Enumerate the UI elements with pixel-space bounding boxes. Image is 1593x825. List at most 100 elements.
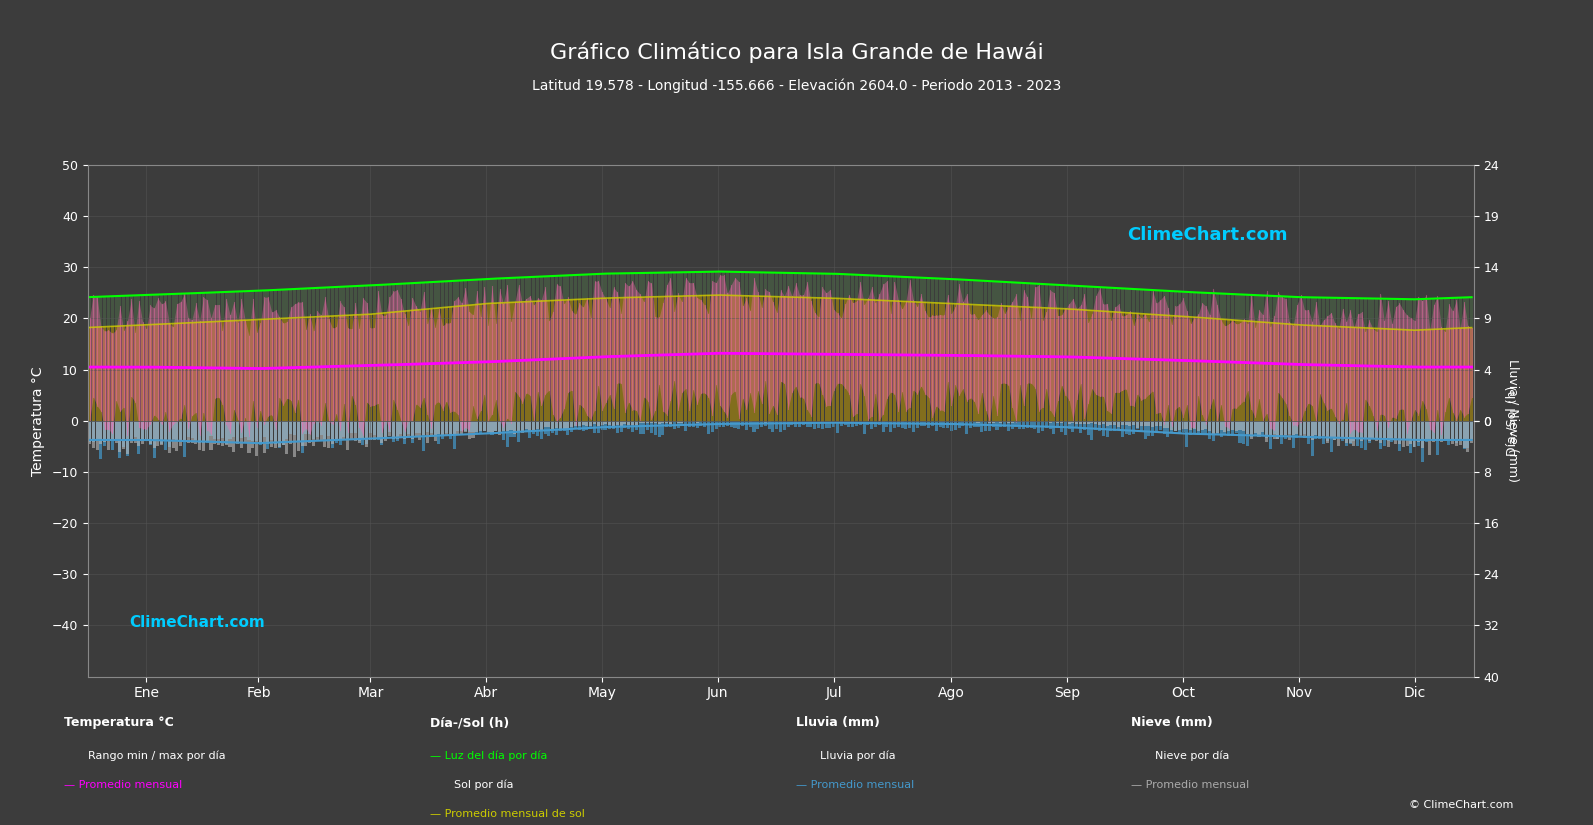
Bar bbox=[1319, 421, 1321, 439]
Bar bbox=[1158, 421, 1161, 427]
Bar bbox=[623, 421, 626, 424]
Bar bbox=[145, 325, 148, 421]
Bar bbox=[487, 279, 489, 304]
Bar bbox=[911, 421, 914, 431]
Bar bbox=[1152, 290, 1155, 314]
Bar bbox=[722, 421, 725, 427]
Bar bbox=[1102, 421, 1106, 424]
Bar bbox=[1029, 421, 1032, 422]
Bar bbox=[593, 274, 596, 299]
Bar bbox=[365, 285, 368, 314]
Bar bbox=[661, 421, 664, 435]
Bar bbox=[1364, 299, 1367, 328]
Bar bbox=[164, 295, 167, 324]
Bar bbox=[589, 421, 593, 429]
Bar bbox=[282, 421, 285, 446]
Bar bbox=[820, 421, 824, 422]
Bar bbox=[1344, 298, 1348, 327]
Bar bbox=[1166, 291, 1169, 315]
Bar bbox=[977, 280, 980, 304]
Bar bbox=[798, 297, 801, 421]
Bar bbox=[1223, 294, 1227, 319]
Bar bbox=[320, 421, 323, 435]
Bar bbox=[548, 421, 551, 436]
Bar bbox=[996, 305, 999, 421]
Bar bbox=[1421, 421, 1424, 448]
Bar bbox=[597, 299, 601, 421]
Bar bbox=[1075, 421, 1078, 424]
Bar bbox=[510, 278, 513, 303]
Bar bbox=[532, 301, 535, 421]
Bar bbox=[290, 421, 292, 434]
Bar bbox=[354, 315, 357, 421]
Bar bbox=[1367, 421, 1370, 441]
Bar bbox=[1034, 284, 1037, 308]
Bar bbox=[710, 421, 714, 432]
Bar bbox=[639, 297, 642, 421]
Bar bbox=[715, 421, 717, 429]
Bar bbox=[980, 421, 983, 432]
Bar bbox=[112, 327, 113, 421]
Bar bbox=[949, 279, 953, 304]
Bar bbox=[194, 421, 198, 440]
Bar bbox=[339, 421, 341, 446]
Bar bbox=[293, 421, 296, 457]
Bar bbox=[1273, 421, 1276, 439]
Bar bbox=[1295, 325, 1298, 421]
Bar bbox=[153, 421, 156, 458]
Bar bbox=[1330, 421, 1333, 451]
Bar bbox=[875, 300, 878, 421]
Bar bbox=[521, 421, 524, 431]
Bar bbox=[456, 421, 459, 431]
Bar bbox=[1322, 326, 1325, 421]
Bar bbox=[419, 421, 422, 440]
Bar bbox=[1416, 421, 1419, 446]
Bar bbox=[919, 421, 922, 427]
Bar bbox=[156, 421, 159, 446]
Bar bbox=[548, 300, 551, 421]
Bar bbox=[425, 309, 429, 421]
Bar bbox=[733, 421, 736, 428]
Bar bbox=[400, 284, 403, 311]
Bar bbox=[315, 288, 319, 317]
Bar bbox=[479, 421, 483, 431]
Bar bbox=[1235, 421, 1238, 431]
Bar bbox=[1325, 421, 1329, 443]
Bar bbox=[1207, 293, 1211, 318]
Bar bbox=[1265, 421, 1268, 438]
Bar bbox=[1360, 421, 1364, 448]
Bar bbox=[123, 421, 126, 449]
Bar bbox=[205, 421, 209, 442]
Bar bbox=[1322, 421, 1325, 444]
Bar bbox=[1155, 421, 1158, 431]
Bar bbox=[1319, 298, 1321, 326]
Bar bbox=[88, 328, 91, 421]
Bar bbox=[1470, 297, 1474, 328]
Bar bbox=[1139, 421, 1142, 431]
Bar bbox=[677, 421, 680, 428]
Bar bbox=[376, 285, 379, 314]
Bar bbox=[96, 421, 99, 441]
Bar bbox=[1163, 290, 1166, 315]
Bar bbox=[1243, 321, 1246, 421]
Bar bbox=[1182, 292, 1185, 316]
Bar bbox=[1380, 299, 1383, 328]
Bar bbox=[1215, 421, 1219, 433]
Bar bbox=[1204, 318, 1207, 421]
Bar bbox=[790, 273, 793, 297]
Bar bbox=[628, 298, 631, 421]
Bar bbox=[832, 274, 835, 298]
Bar bbox=[274, 290, 277, 318]
Bar bbox=[703, 271, 706, 295]
Bar bbox=[419, 421, 422, 433]
Bar bbox=[346, 421, 349, 450]
Bar bbox=[1349, 421, 1351, 444]
Bar bbox=[1037, 421, 1040, 422]
Bar bbox=[612, 273, 615, 298]
Y-axis label: Día-/Sol (h): Día-/Sol (h) bbox=[1505, 385, 1520, 456]
Bar bbox=[441, 308, 444, 421]
Bar bbox=[1171, 291, 1172, 316]
Bar bbox=[373, 421, 376, 436]
Bar bbox=[1410, 330, 1413, 421]
Bar bbox=[787, 421, 790, 427]
